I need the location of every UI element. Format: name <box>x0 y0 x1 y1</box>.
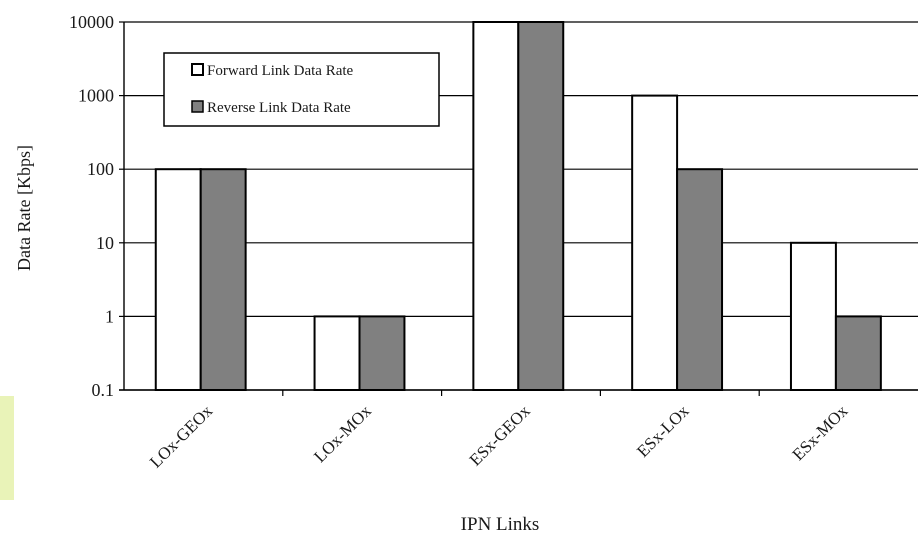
x-tick-label: ESx-LOx <box>633 401 693 461</box>
y-tick-label: 1 <box>105 306 114 326</box>
legend-swatch-reverse <box>191 100 204 113</box>
x-tick-label: ESx-GEOx <box>466 401 535 470</box>
legend-label-forward: Forward Link Data Rate <box>207 63 354 79</box>
bar-forward <box>631 94 679 391</box>
bar-forward <box>154 168 202 391</box>
bar-reverse <box>199 168 247 391</box>
bar-forward <box>789 241 837 391</box>
legend-label-reverse: Reverse Link Data Rate <box>207 100 351 116</box>
y-tick-label: 100 <box>87 159 114 179</box>
y-axis-label: Data Rate [Kbps] <box>14 145 34 271</box>
bar-reverse <box>676 168 724 391</box>
x-axis-label: IPN Links <box>461 514 540 535</box>
y-tick-label: 10000 <box>69 12 114 32</box>
x-tick-label: ESx-MOx <box>789 401 852 464</box>
bar-reverse <box>834 315 882 391</box>
legend-box <box>163 52 440 127</box>
bar-forward <box>313 315 361 391</box>
x-tick-label: LOx-MOx <box>310 401 375 466</box>
y-tick-label: 10 <box>96 233 114 253</box>
bar-reverse <box>517 21 565 391</box>
y-tick-label: 0.1 <box>92 380 115 400</box>
legend: Forward Link Data Rate Reverse Link Data… <box>163 52 440 127</box>
bar-reverse <box>358 315 406 391</box>
x-tick-label: LOx-GEOx <box>146 401 217 472</box>
decorative-stripe <box>0 396 14 500</box>
legend-swatch-forward <box>191 63 204 76</box>
bar-forward <box>472 21 520 391</box>
y-tick-label: 1000 <box>78 86 114 106</box>
